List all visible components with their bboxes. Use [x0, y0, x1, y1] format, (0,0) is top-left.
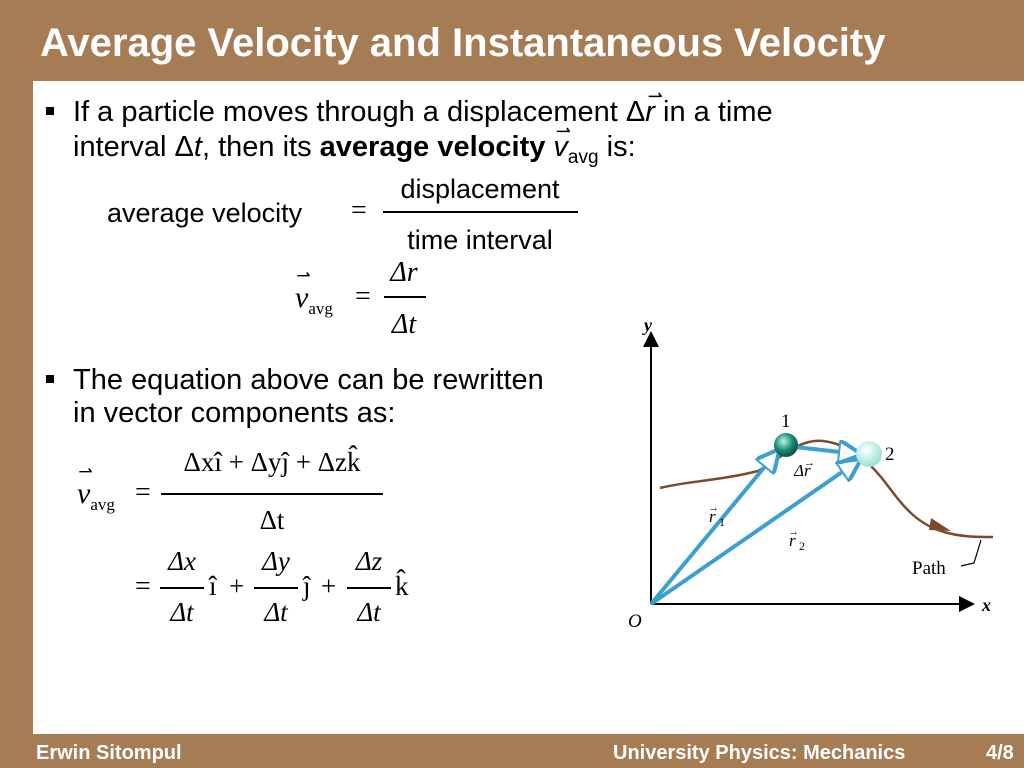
- eq4-plus-2: +: [321, 571, 337, 601]
- term-average-velocity: average velocity: [319, 131, 546, 163]
- svg-text:→: →: [804, 457, 815, 469]
- eq4-denominator-3: Δt: [357, 597, 381, 627]
- eq4-unit-j: ĵ: [303, 571, 311, 601]
- position-2-label: 2: [885, 444, 895, 465]
- eq4-plus-1: +: [229, 571, 245, 601]
- eq3-fraction-bar: [161, 493, 383, 495]
- footer-course: University Physics: Mechanics: [613, 742, 906, 764]
- slide-content: If a particle moves through a displaceme…: [33, 81, 1024, 734]
- eq1-denominator: time interval: [407, 225, 553, 255]
- eq4-unit-k: k̂: [395, 571, 409, 601]
- svg-text:→: →: [788, 526, 799, 538]
- eq4-numerator-2: Δy: [262, 546, 290, 576]
- label-r1: r 1 →: [708, 502, 725, 529]
- eq4-fraction-bar-2: [254, 587, 298, 589]
- slide-title: Average Velocity and Instantaneous Veloc…: [40, 21, 886, 65]
- eq2-lhs: ⇀ vavg: [295, 266, 333, 318]
- eq3-numerator: Δxî + Δyĵ + Δzk̂: [183, 447, 361, 477]
- eq2-numerator: Δr: [390, 257, 418, 288]
- bullet-1-text-a: If a particle moves through a displaceme…: [73, 96, 626, 128]
- displacement-figure: y x O 1 2 Δr → r 1 → r 2 → Path: [628, 315, 994, 632]
- footer-page-number: 4/8: [986, 742, 1014, 764]
- x-axis-label: x: [981, 595, 991, 615]
- eq4-equals: =: [135, 571, 151, 602]
- eq4-numerator-3: Δz: [355, 546, 383, 576]
- eq4-numerator-1: Δx: [168, 546, 196, 576]
- eq1-equals: =: [351, 195, 367, 226]
- eq3-lhs: ⇀ vavg: [77, 462, 115, 514]
- particle-position-2: [856, 441, 882, 467]
- eq2-fraction-bar: [384, 296, 426, 298]
- subscript-avg: avg: [567, 146, 599, 168]
- bullet-1-text-c: interval Δ: [73, 131, 194, 163]
- svg-text:r: r: [789, 531, 796, 550]
- origin-label: O: [628, 611, 642, 632]
- footer-author: Erwin Sitompul: [36, 742, 182, 764]
- bullet-2-line-2: in vector components as:: [73, 397, 396, 429]
- bullet-marker-1: [46, 107, 54, 115]
- vector-r2: [649, 461, 858, 606]
- svg-text:r: r: [709, 507, 716, 526]
- path-arrowhead: [929, 518, 951, 531]
- var-t: t: [193, 131, 202, 163]
- eq4-unit-i: î: [209, 571, 217, 601]
- vector-r1: [649, 452, 777, 606]
- eq4-denominator-2: Δt: [264, 597, 288, 627]
- y-axis-label: y: [642, 315, 653, 335]
- svg-text:→: →: [708, 502, 719, 514]
- label-r2: r 2 →: [788, 526, 805, 553]
- svg-text:2: 2: [799, 539, 805, 553]
- eq1-fraction-bar: [383, 211, 578, 213]
- eq4-fraction-bar-1: [160, 587, 204, 589]
- bullet-marker-2: [46, 375, 54, 383]
- eq3-equals: =: [135, 477, 151, 508]
- eq3-denominator: Δt: [259, 505, 285, 535]
- label-delta-r: Δr →: [793, 457, 815, 480]
- path-leader-line: [960, 539, 982, 567]
- eq4-fraction-bar-3: [347, 587, 391, 589]
- vector-r: ⇀ r: [645, 86, 662, 128]
- particle-position-1: [774, 433, 798, 457]
- eq1-numerator: displacement: [400, 174, 560, 204]
- delta-symbol: Δ: [625, 96, 646, 128]
- path-label: Path: [912, 558, 946, 579]
- eq2-equals: =: [355, 281, 371, 312]
- bullet-1-text-d: , then its: [201, 131, 320, 163]
- bullet-1-text-e: is:: [598, 131, 636, 163]
- eq2-denominator: Δt: [391, 309, 417, 340]
- bullet-2-line-1: The equation above can be rewritten: [73, 364, 544, 396]
- position-1-label: 1: [781, 411, 791, 432]
- svg-text:1: 1: [719, 515, 725, 529]
- vector-v-avg: ⇀ v: [553, 121, 570, 163]
- svg-text:Δr: Δr: [793, 461, 811, 480]
- bullet-1-line-1: If a particle moves through a displaceme…: [73, 86, 773, 128]
- vector-delta-r: [785, 446, 858, 454]
- eq1-lhs: average velocity: [107, 198, 303, 228]
- bullet-1-text-b: in a time: [654, 96, 773, 128]
- eq4-denominator-1: Δt: [170, 597, 194, 627]
- bullet-1-line-2: interval Δt, then its average velocity ⇀…: [73, 121, 636, 174]
